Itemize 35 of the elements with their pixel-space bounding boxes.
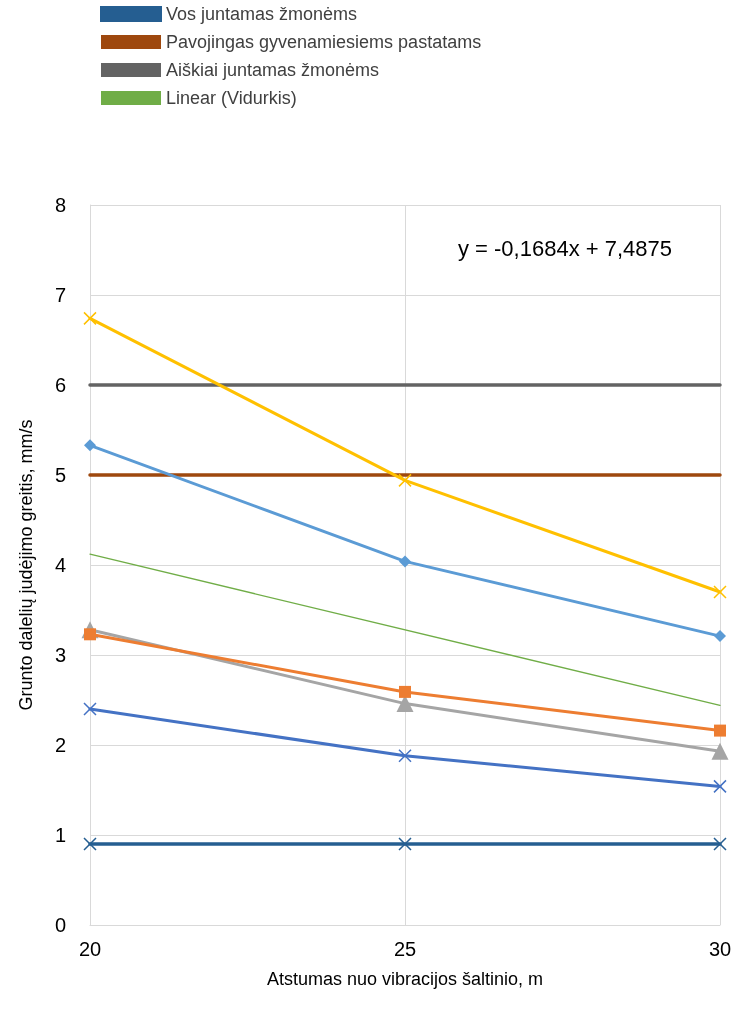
x-tick-label: 25 [393,938,417,960]
point [713,585,727,599]
point [83,311,97,326]
y-tick-label: 0 [54,914,66,936]
point [399,555,411,568]
y-tick-label: 3 [54,644,66,666]
y-tick-label: 1 [54,824,66,846]
point [398,837,412,851]
y-tick-label: 8 [54,194,66,216]
point [713,779,727,794]
y-tick-label: 5 [54,464,66,486]
point [711,742,729,760]
legend-label: Linear (Vidurkis) [166,88,297,108]
point [713,837,727,851]
legend-label: Pavojingas gyvenamiesiems pastatams [166,32,482,52]
x-axis-title: Atstumas nuo vibracijos šaltinio, m [266,969,544,989]
y-tick-label: 6 [54,374,66,396]
point [399,685,411,698]
legend-label: Vos juntamas žmonėms [166,4,358,24]
point [83,837,97,851]
y-axis-title: Grunto dalelių judėjimo greitis, mm/s [16,419,36,711]
y-tick-label: 4 [54,554,66,576]
x-tick-label: 20 [78,938,102,960]
y-tick-label: 2 [54,734,66,756]
x-tick-label: 30 [708,938,732,960]
point [714,724,726,737]
legend-label: Aiškiai juntamas žmonėms [166,60,380,80]
point [84,439,96,452]
y-tick-label: 7 [54,284,66,306]
point [714,630,726,643]
point [398,749,412,763]
point [396,695,414,713]
point [398,473,412,488]
point [83,702,97,716]
annotation: y = -0,1684x + 7,4875 [457,235,673,261]
